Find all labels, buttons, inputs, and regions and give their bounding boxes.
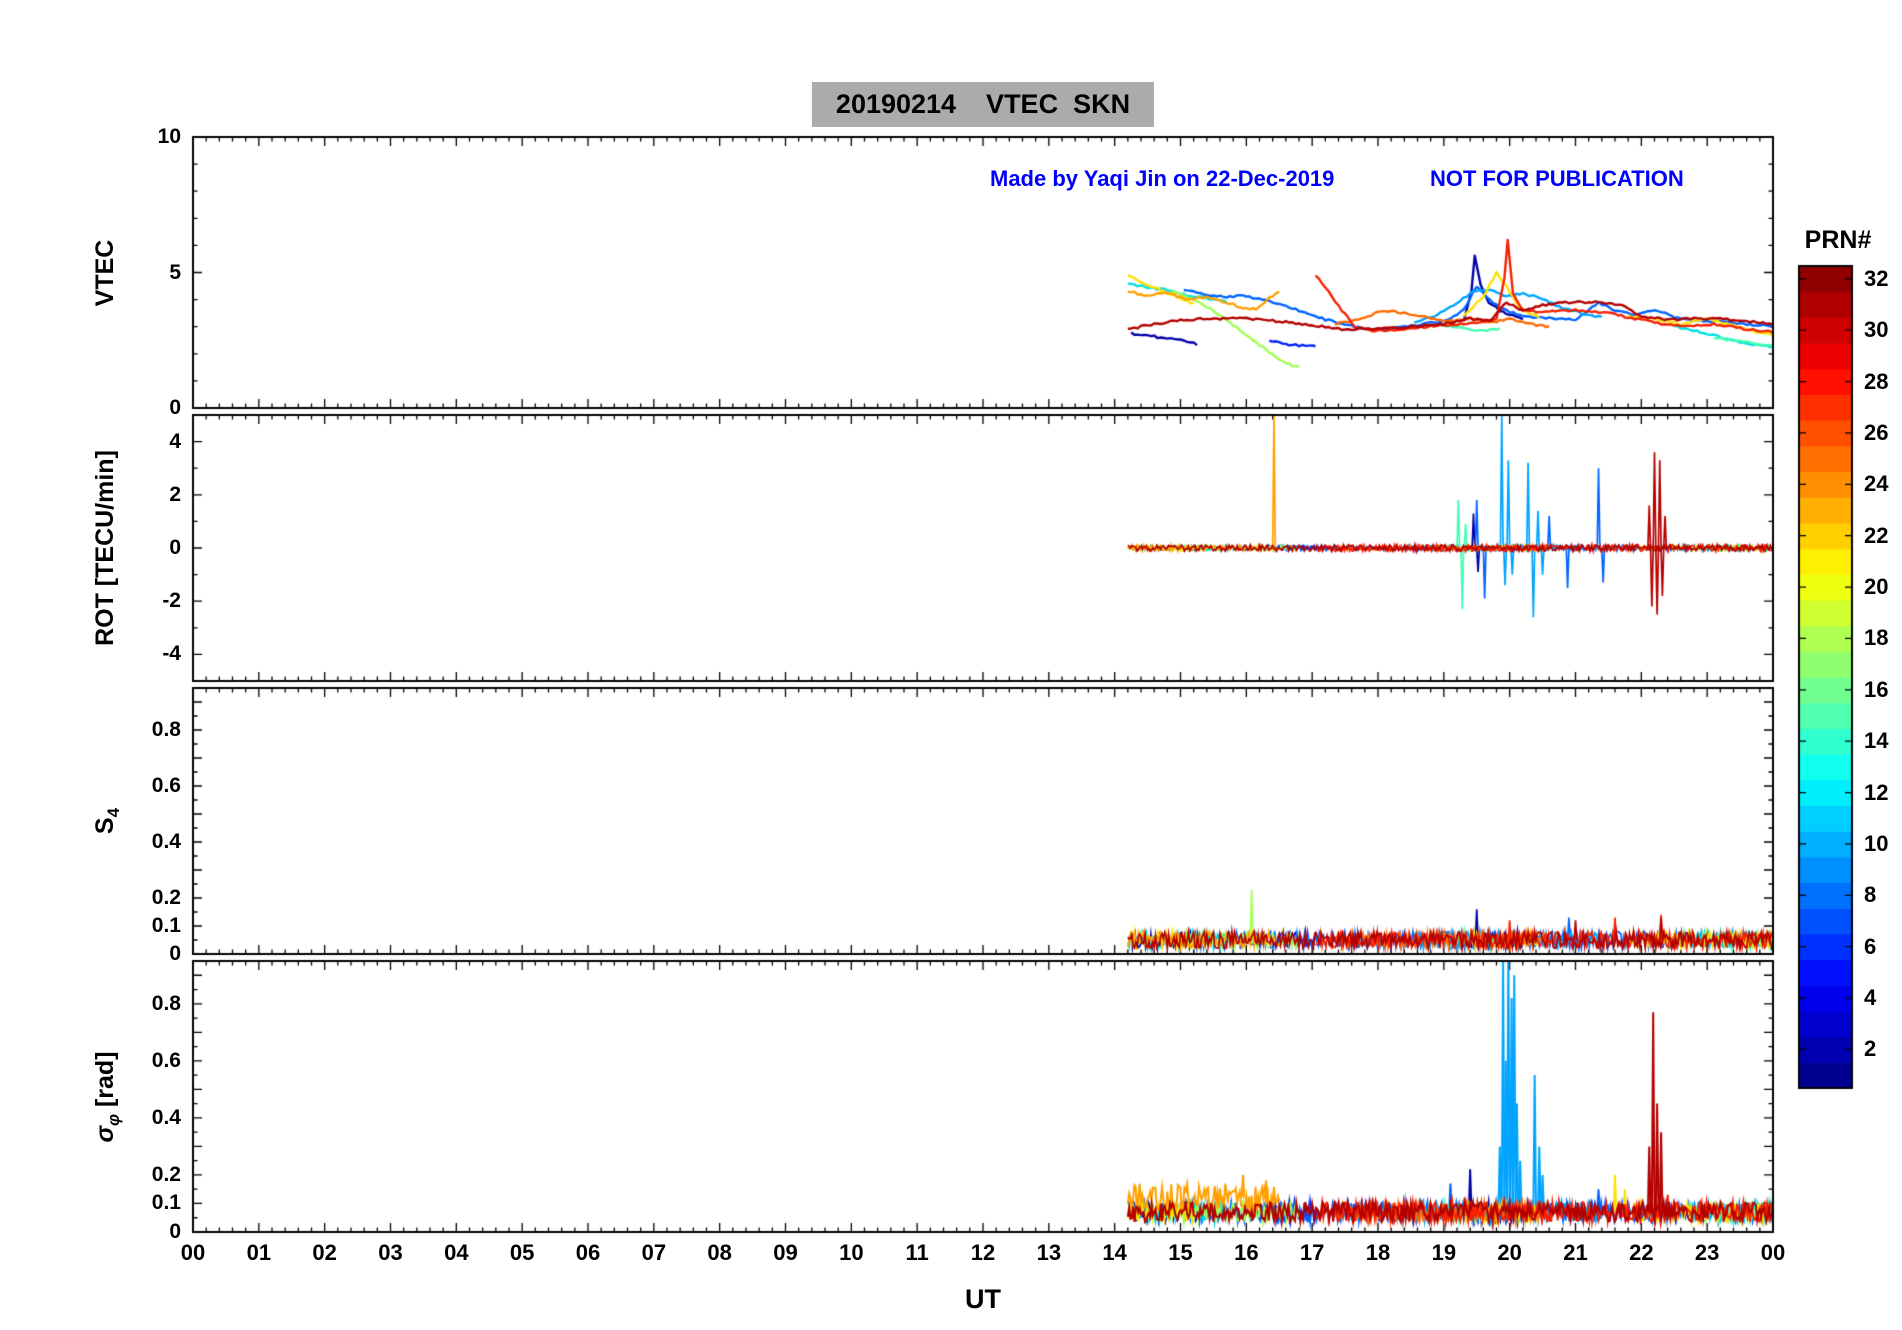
x-tick-label: 12: [970, 1240, 996, 1265]
x-tick-label: 13: [1036, 1240, 1062, 1265]
x-tick-label: 16: [1234, 1240, 1259, 1265]
x-tick-label: 17: [1299, 1240, 1325, 1265]
y-tick-label: 0.4: [151, 830, 181, 853]
y-tick-label: -4: [162, 642, 181, 666]
x-tick-label: 18: [1365, 1240, 1391, 1265]
x-tick-label: 23: [1694, 1240, 1720, 1265]
y-tick-label: 0.6: [151, 774, 181, 797]
colorbar-tick-label: 12: [1864, 779, 1889, 805]
credit-annotation: Made by Yaqi Jin on 22-Dec-2019: [990, 166, 1335, 191]
colorbar-tick-label: 20: [1864, 574, 1889, 600]
publication-warning: NOT FOR PUBLICATION: [1430, 166, 1684, 191]
x-tick-label: 00: [180, 1240, 206, 1265]
x-tick-label: 11: [905, 1240, 929, 1265]
x-tick-label: 21: [1563, 1240, 1588, 1265]
y-tick-label: 0.4: [151, 1105, 181, 1129]
colorbar-title: PRN#: [1804, 226, 1872, 254]
x-tick-label: 19: [1431, 1240, 1457, 1265]
colorbar-tick-label: 28: [1864, 368, 1889, 394]
y-tick-label: 0.6: [151, 1048, 181, 1072]
x-axis-label: UT: [965, 1284, 1001, 1314]
colorbar-tick-label: 26: [1864, 419, 1889, 445]
y-tick-label: 5: [169, 260, 181, 284]
x-tick-label: 08: [707, 1240, 732, 1265]
y-tick-label: 0.1: [151, 1191, 181, 1215]
y-tick-label: 2: [169, 482, 181, 506]
y-tick-label: 10: [157, 125, 181, 148]
colorbar-tick-label: 14: [1864, 728, 1889, 754]
colorbar-tick-label: 2: [1864, 1036, 1877, 1062]
y-tick-label: 0: [169, 1220, 181, 1243]
colorbar-tick-label: 8: [1864, 882, 1877, 908]
x-tick-label: 15: [1168, 1240, 1193, 1265]
x-tick-label: 03: [378, 1240, 403, 1265]
colorbar-tick-label: 10: [1864, 830, 1889, 856]
y-tick-label: 0.1: [151, 914, 181, 937]
y-tick-label: 0.2: [151, 1162, 181, 1186]
x-tick-label: 04: [444, 1240, 469, 1265]
x-tick-label: 01: [246, 1240, 272, 1265]
x-tick-label: 09: [773, 1240, 798, 1265]
y-tick-label: 0.2: [151, 886, 181, 909]
x-tick-label: 20: [1497, 1240, 1522, 1265]
x-tick-label: 06: [575, 1240, 601, 1265]
x-tick-label: 00: [1760, 1240, 1786, 1265]
colorbar-tick-label: 30: [1864, 317, 1889, 343]
x-tick-label: 22: [1629, 1240, 1654, 1265]
chart-title: 20190214 VTEC SKN: [811, 82, 1155, 127]
y-tick-label: 0.8: [151, 991, 181, 1015]
colorbar-tick-label: 18: [1864, 625, 1889, 651]
y-tick-label: 0: [169, 396, 181, 419]
y-tick-label: 0.8: [151, 718, 181, 741]
y-tick-label: 0: [169, 942, 181, 965]
colorbar-tick-label: 22: [1864, 522, 1889, 548]
y-tick-label: -2: [162, 589, 181, 613]
colorbar-tick-label: 32: [1864, 265, 1889, 291]
colorbar-tick-label: 6: [1864, 933, 1877, 959]
x-tick-label: 14: [1102, 1240, 1127, 1265]
colorbar-tick-label: 4: [1864, 985, 1877, 1011]
y-tick-label: 0: [169, 536, 181, 559]
x-tick-label: 07: [641, 1240, 667, 1265]
x-tick-label: 02: [312, 1240, 337, 1265]
colorbar-tick-label: 24: [1864, 471, 1889, 497]
x-tick-label: 10: [839, 1240, 864, 1265]
colorbar-tick-label: 16: [1864, 676, 1889, 702]
y-axis-label-sigma_phi: σφ [rad]: [91, 1050, 123, 1143]
y-tick-label: 4: [169, 429, 181, 453]
x-tick-label: 05: [509, 1240, 535, 1265]
